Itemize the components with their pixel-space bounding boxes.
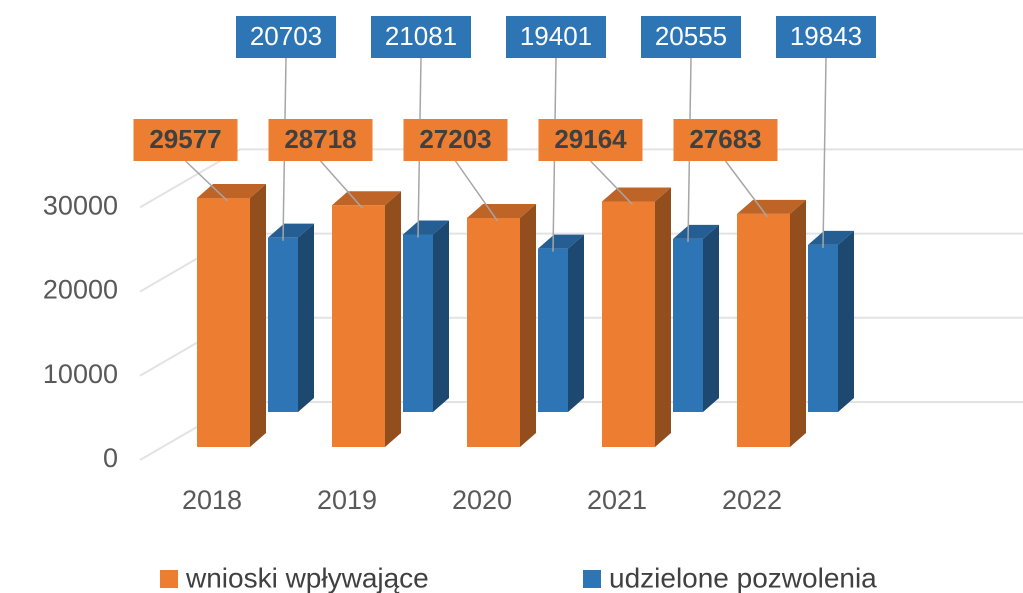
legend-swatch <box>583 570 601 588</box>
x-tick-label: 2022 <box>722 485 782 515</box>
label-box <box>268 119 373 161</box>
bar-side <box>433 220 449 412</box>
value-label: 28718 <box>284 124 356 154</box>
leader-line <box>184 160 229 202</box>
leader-line <box>589 160 634 205</box>
label-box <box>776 16 876 58</box>
bar-side <box>520 203 536 447</box>
y-tick-label: 10000 <box>43 359 118 389</box>
leader-line <box>724 160 769 218</box>
label-box <box>506 16 606 58</box>
label-box <box>673 119 778 161</box>
y-tick-label: 30000 <box>43 191 118 221</box>
bar <box>467 217 520 447</box>
legend-label: wnioski wpływające <box>185 562 429 593</box>
x-tick-label: 2020 <box>452 485 512 515</box>
bar <box>538 248 568 412</box>
leader-line <box>319 160 364 209</box>
bar-side <box>385 191 401 447</box>
x-tick-label: 2019 <box>317 485 377 515</box>
bar-side <box>838 230 854 412</box>
value-label: 29164 <box>554 124 627 154</box>
value-label: 20703 <box>250 21 322 51</box>
bar-top <box>808 230 854 245</box>
bar-side <box>790 199 806 447</box>
bar-top <box>538 234 584 249</box>
label-box <box>641 16 741 58</box>
value-label: 19843 <box>790 21 862 51</box>
bar-side <box>655 187 671 447</box>
bar <box>197 197 250 447</box>
legend-label: udzielone pozwolenia <box>609 562 877 593</box>
x-tick-label: 2021 <box>587 485 647 515</box>
label-box <box>371 16 471 58</box>
legend-swatch <box>160 570 178 588</box>
label-box <box>538 119 643 161</box>
bar-top <box>332 191 401 206</box>
bar <box>403 234 433 412</box>
bar-top <box>673 224 719 239</box>
leader-line <box>454 160 499 222</box>
value-label: 27683 <box>689 124 761 154</box>
label-box <box>403 119 508 161</box>
value-label: 19401 <box>520 21 592 51</box>
bar-side <box>703 224 719 412</box>
bar-top <box>467 203 536 218</box>
bar <box>737 213 790 447</box>
label-box <box>133 119 238 161</box>
y-tick-label: 20000 <box>43 275 118 305</box>
bar <box>268 237 298 412</box>
bar-side <box>298 223 314 412</box>
value-label: 27203 <box>419 124 491 154</box>
bar <box>332 205 385 447</box>
value-label: 21081 <box>385 21 457 51</box>
bar-top <box>403 220 449 235</box>
label-box <box>236 16 336 58</box>
x-tick-label: 2018 <box>182 485 242 515</box>
bar <box>673 238 703 412</box>
bar-top <box>268 223 314 238</box>
y-tick-label: 0 <box>103 443 118 473</box>
bar-side <box>568 234 584 412</box>
bar <box>602 201 655 447</box>
value-label: 29577 <box>149 124 221 154</box>
value-label: 20555 <box>655 21 727 51</box>
leader-line <box>822 57 827 248</box>
bar <box>808 244 838 412</box>
bar-top <box>737 199 806 214</box>
bar-side <box>250 183 266 447</box>
